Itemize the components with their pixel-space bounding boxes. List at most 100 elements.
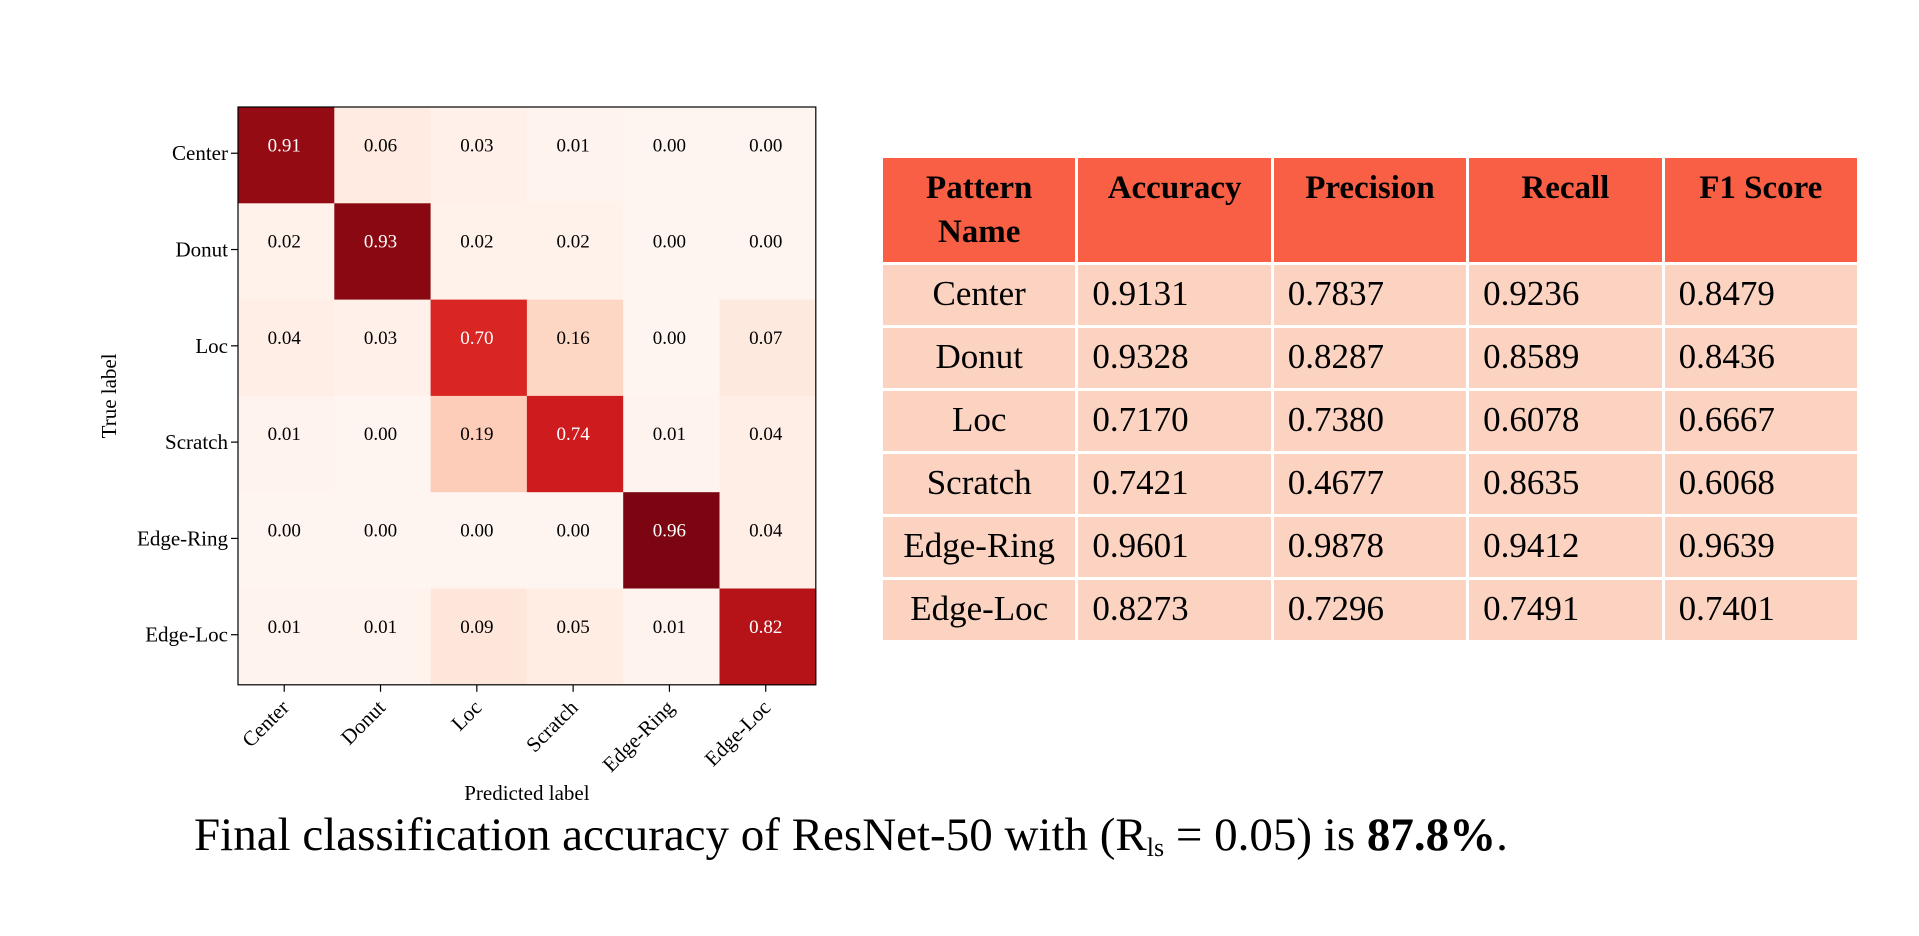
heatmap-cell (623, 588, 720, 686)
table-row: Edge-Ring 0.9601 0.9878 0.9412 0.9639 (879, 514, 1861, 580)
accuracy-cell: 0.8273 (1075, 577, 1274, 643)
x-tick-label: Edge-Ring (598, 695, 680, 777)
f1-cell: 0.8479 (1661, 262, 1861, 328)
cell-value-label: 0.01 (268, 617, 301, 638)
cell-value-label: 0.70 (460, 328, 493, 349)
table-row: Scratch 0.7421 0.4677 0.8635 0.6068 (879, 451, 1861, 517)
recall-cell: 0.9236 (1466, 262, 1665, 328)
pattern-name-cell: Edge-Loc (879, 577, 1079, 643)
cell-value-label: 0.00 (268, 520, 301, 541)
cell-value-label: 0.09 (460, 617, 493, 638)
cell-value-label: 0.00 (653, 232, 686, 253)
cell-value-label: 0.00 (460, 520, 493, 541)
cell-value-label: 0.16 (556, 328, 589, 349)
heatmap-cell (430, 299, 528, 397)
heatmap-cell (238, 299, 335, 397)
y-axis-label: True label (97, 353, 121, 438)
pattern-name-cell: Loc (879, 388, 1079, 454)
y-tick-label: Center (172, 141, 228, 165)
y-tick-label: Edge-Ring (137, 526, 228, 550)
x-tick-label: Edge-Loc (700, 695, 776, 771)
heatmap-cell (430, 492, 528, 589)
heatmap-cell (526, 492, 624, 589)
accuracy-cell: 0.9328 (1075, 325, 1274, 391)
x-tick-label: Center (237, 695, 294, 752)
accuracy-cell: 0.7170 (1075, 388, 1274, 454)
heatmap-cell (719, 492, 817, 589)
precision-cell: 0.8287 (1270, 325, 1470, 391)
table-row: Loc 0.7170 0.7380 0.6078 0.6667 (879, 388, 1861, 454)
cell-value-label: 0.00 (653, 135, 686, 156)
cell-value-label: 0.03 (460, 135, 493, 156)
pattern-name-cell: Center (879, 262, 1079, 328)
y-tick-label: Edge-Loc (145, 623, 228, 647)
heatmap-cell (719, 107, 817, 204)
y-tick-label: Donut (176, 238, 229, 262)
y-tick-label: Loc (195, 334, 228, 358)
recall-cell: 0.8589 (1466, 325, 1665, 391)
cell-value-label: 0.01 (653, 424, 686, 445)
cell-value-label: 0.00 (749, 232, 782, 253)
caption-prefix: Final classification accuracy of ResNet-… (194, 809, 1147, 861)
cell-value-label: 0.01 (556, 135, 589, 156)
x-axis-label: Predicted label (464, 781, 590, 805)
cell-value-label: 0.01 (364, 617, 397, 638)
heatmap-cell (238, 395, 335, 493)
confusion-matrix-chart: 0.91 0.06 0.03 0.01 0.00 0.00 0.02 0.93 0.02 0.02… (97, 106, 817, 805)
heatmap-cell (334, 299, 432, 397)
accuracy-cell: 0.9131 (1075, 262, 1274, 328)
heatmap-cell (238, 492, 335, 589)
y-tick-label: Scratch (165, 430, 228, 454)
cell-value-label: 0.02 (556, 232, 589, 253)
heatmap-cell (526, 107, 624, 204)
accuracy-cell: 0.7421 (1075, 451, 1274, 517)
recall-cell: 0.8635 (1466, 451, 1665, 517)
cell-value-label: 0.00 (749, 135, 782, 156)
precision-cell: 0.7296 (1270, 577, 1470, 643)
cell-value-label: 0.00 (364, 520, 397, 541)
pattern-name-cell: Donut (879, 325, 1079, 391)
f1-cell: 0.6068 (1661, 451, 1861, 517)
heatmap-cell (238, 107, 335, 204)
cell-value-label: 0.03 (364, 328, 397, 349)
precision-cell: 0.7380 (1270, 388, 1470, 454)
cell-value-label: 0.96 (653, 520, 686, 541)
table-row: Center 0.9131 0.7837 0.9236 0.8479 (879, 262, 1861, 328)
heatmap-cell (719, 203, 817, 301)
table-row: Donut 0.9328 0.8287 0.8589 0.8436 (879, 325, 1861, 391)
accuracy-caption: Final classification accuracy of ResNet-… (194, 808, 1508, 863)
cell-value-label: 0.82 (749, 617, 782, 638)
f1-cell: 0.8436 (1661, 325, 1861, 391)
caption-accuracy-value: 87.8% (1366, 809, 1497, 861)
caption-subscript: ls (1146, 833, 1165, 862)
cell-value-label: 0.02 (460, 232, 493, 253)
cell-value-label: 0.04 (749, 520, 783, 541)
heatmap-cell (526, 299, 624, 397)
header-precision: Precision (1270, 155, 1470, 265)
heatmap-cell (623, 492, 720, 589)
cell-value-label: 0.01 (653, 617, 686, 638)
header-pattern-name: Pattern Name (879, 155, 1079, 265)
pattern-name-cell: Edge-Ring (879, 514, 1079, 580)
metrics-header-row: Pattern Name Accuracy Precision Recall F… (879, 155, 1861, 265)
accuracy-cell: 0.9601 (1075, 514, 1274, 580)
cell-value-label: 0.02 (268, 232, 301, 253)
heatmap-cell (430, 203, 528, 301)
heatmap-cell (238, 203, 335, 301)
recall-cell: 0.7491 (1466, 577, 1665, 643)
precision-cell: 0.9878 (1270, 514, 1470, 580)
heatmap-cell (334, 588, 432, 686)
heatmap-cell (334, 395, 432, 493)
metrics-table: Pattern Name Accuracy Precision Recall F… (879, 155, 1861, 643)
heatmap-cell (430, 395, 528, 493)
cell-value-label: 0.00 (653, 328, 686, 349)
cell-value-label: 0.06 (364, 135, 397, 156)
heatmap-cell (623, 107, 720, 204)
cell-value-label: 0.05 (556, 617, 589, 638)
heatmap-cell (430, 588, 528, 686)
heatmap-cell (623, 395, 720, 493)
cell-value-label: 0.00 (556, 520, 589, 541)
header-accuracy: Accuracy (1075, 155, 1274, 265)
recall-cell: 0.6078 (1466, 388, 1665, 454)
f1-cell: 0.9639 (1661, 514, 1861, 580)
